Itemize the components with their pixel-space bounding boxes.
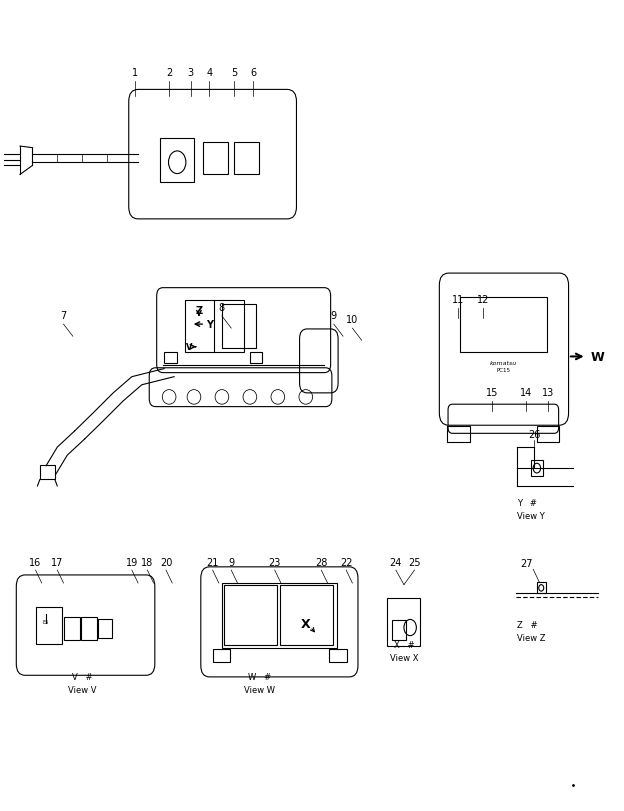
Text: 19: 19 [125, 557, 138, 567]
Bar [222, 583, 337, 648]
Text: 6: 6 [250, 68, 256, 78]
Bar [213, 650, 230, 663]
Text: 18: 18 [141, 557, 154, 567]
Text: 22: 22 [340, 557, 353, 567]
Text: Z   #: Z # [517, 620, 538, 629]
Text: X: X [301, 617, 311, 630]
Text: View Z: View Z [517, 633, 545, 642]
Text: 9: 9 [228, 557, 234, 567]
Bar [164, 352, 177, 363]
Text: 15: 15 [486, 388, 499, 397]
Text: 25: 25 [408, 557, 421, 567]
Text: Z: Z [195, 305, 203, 315]
Text: View Y: View Y [517, 512, 545, 521]
Text: Y   #: Y # [517, 499, 537, 508]
Text: 28: 28 [315, 557, 328, 567]
Text: View X: View X [390, 653, 418, 662]
Text: komatsu: komatsu [490, 360, 517, 365]
Bar [99, 619, 112, 638]
Text: V   #: V # [72, 672, 92, 681]
Bar [537, 427, 559, 443]
Text: 11: 11 [452, 294, 464, 304]
Text: 21: 21 [207, 557, 219, 567]
Bar [386, 598, 420, 646]
Text: E5: E5 [43, 619, 49, 624]
Bar [447, 427, 470, 443]
Text: W: W [590, 350, 604, 363]
Bar [329, 650, 347, 663]
Text: 23: 23 [268, 557, 281, 567]
Text: X   #: X # [394, 640, 414, 649]
Text: 27: 27 [520, 559, 532, 569]
Bar [250, 352, 262, 363]
Text: 13: 13 [542, 388, 554, 397]
Text: 24: 24 [389, 557, 402, 567]
Text: View W: View W [244, 685, 275, 694]
Bar [40, 466, 55, 480]
Text: 8: 8 [219, 303, 225, 312]
Bar [280, 586, 333, 646]
Bar [185, 300, 243, 353]
Text: 5: 5 [232, 68, 238, 78]
Text: 12: 12 [477, 294, 489, 304]
Bar [36, 607, 62, 644]
Text: 7: 7 [61, 311, 67, 320]
Bar [460, 298, 547, 353]
Bar [64, 617, 80, 640]
Bar [222, 304, 256, 349]
Bar [235, 143, 259, 175]
Text: 2: 2 [166, 68, 172, 78]
Bar [224, 586, 276, 646]
Bar [160, 139, 194, 183]
Text: 1: 1 [132, 68, 138, 78]
Text: 16: 16 [29, 557, 42, 567]
Text: PC15: PC15 [496, 367, 510, 372]
Bar [537, 582, 545, 593]
Bar [391, 620, 406, 640]
Bar [81, 617, 97, 640]
Text: Y: Y [207, 320, 213, 329]
Text: View V: View V [68, 685, 96, 694]
Text: 14: 14 [520, 388, 532, 397]
Text: 26: 26 [528, 430, 540, 440]
Bar [530, 461, 543, 477]
Text: 10: 10 [346, 315, 359, 324]
Text: 17: 17 [51, 557, 64, 567]
Bar [203, 143, 228, 175]
Text: 4: 4 [207, 68, 213, 78]
Text: V: V [186, 343, 192, 352]
Text: W   #: W # [248, 672, 271, 681]
Text: 9: 9 [331, 311, 337, 320]
Text: 20: 20 [160, 557, 172, 567]
Text: 3: 3 [188, 68, 194, 78]
